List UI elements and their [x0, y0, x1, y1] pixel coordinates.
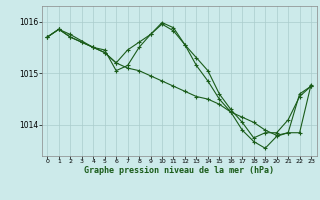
X-axis label: Graphe pression niveau de la mer (hPa): Graphe pression niveau de la mer (hPa)	[84, 166, 274, 175]
